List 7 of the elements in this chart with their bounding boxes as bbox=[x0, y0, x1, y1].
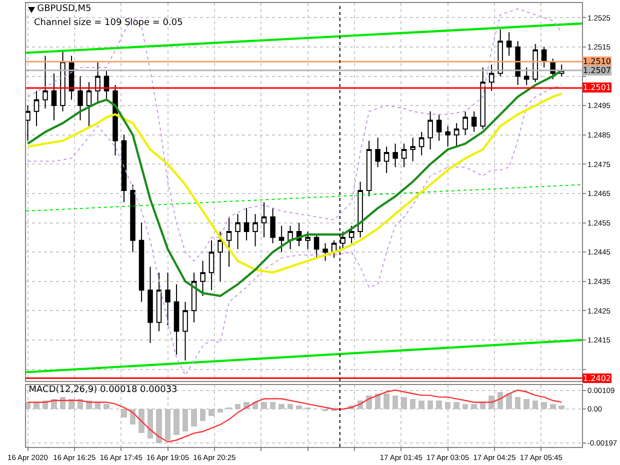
ref-line-label: 1.2501 bbox=[583, 83, 611, 92]
chart-title: GBPUSD,M5 bbox=[37, 4, 92, 14]
ref-line-label: 1.2402 bbox=[583, 374, 611, 383]
text: Channel size = 109 Slope = 0.05 bbox=[34, 18, 183, 28]
ref-line-label: 1.2510 bbox=[583, 57, 611, 66]
ref-line-label: 1.2507 bbox=[583, 66, 611, 75]
chart-title: MACD(12,26,9) 0.00018 0.00033 bbox=[28, 384, 178, 395]
